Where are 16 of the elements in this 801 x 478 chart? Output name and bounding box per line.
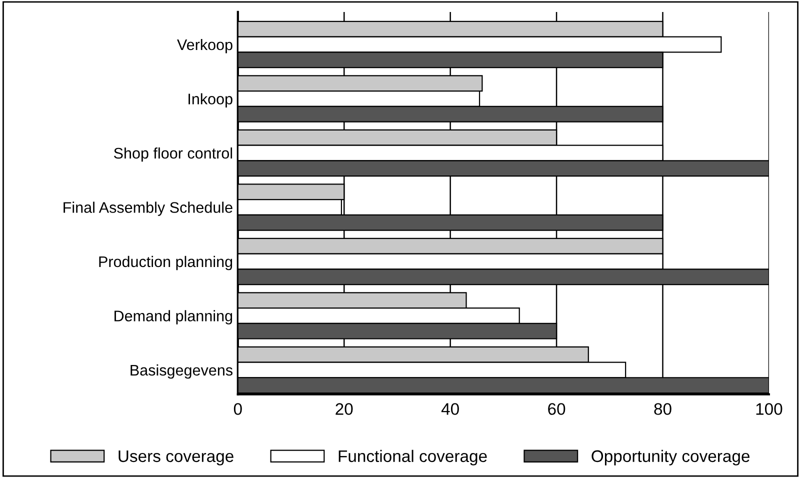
y-tick-label: Final Assembly Schedule bbox=[64, 202, 232, 216]
x-tick-label: 0 bbox=[234, 403, 242, 415]
y-tick-label: Inkoop bbox=[188, 93, 232, 108]
x-tick-label: 80 bbox=[654, 403, 672, 415]
y-tick-label: Demand planning bbox=[114, 310, 232, 324]
legend-label: Functional coverage bbox=[338, 450, 487, 466]
y-tick-label: Verkoop bbox=[177, 38, 232, 54]
x-tick-label: 40 bbox=[441, 403, 459, 415]
x-tick-label: 60 bbox=[548, 403, 566, 415]
y-tick-label: Shop floor control bbox=[114, 147, 232, 162]
legend-label: Users coverage bbox=[118, 450, 234, 466]
x-tick-label: 100 bbox=[756, 403, 782, 415]
y-tick-label: Production planning bbox=[99, 256, 232, 270]
y-tick-label: Basisgegevens bbox=[130, 364, 232, 379]
x-tick-label: 20 bbox=[336, 403, 353, 415]
legend-label: Opportunity coverage bbox=[592, 450, 750, 466]
